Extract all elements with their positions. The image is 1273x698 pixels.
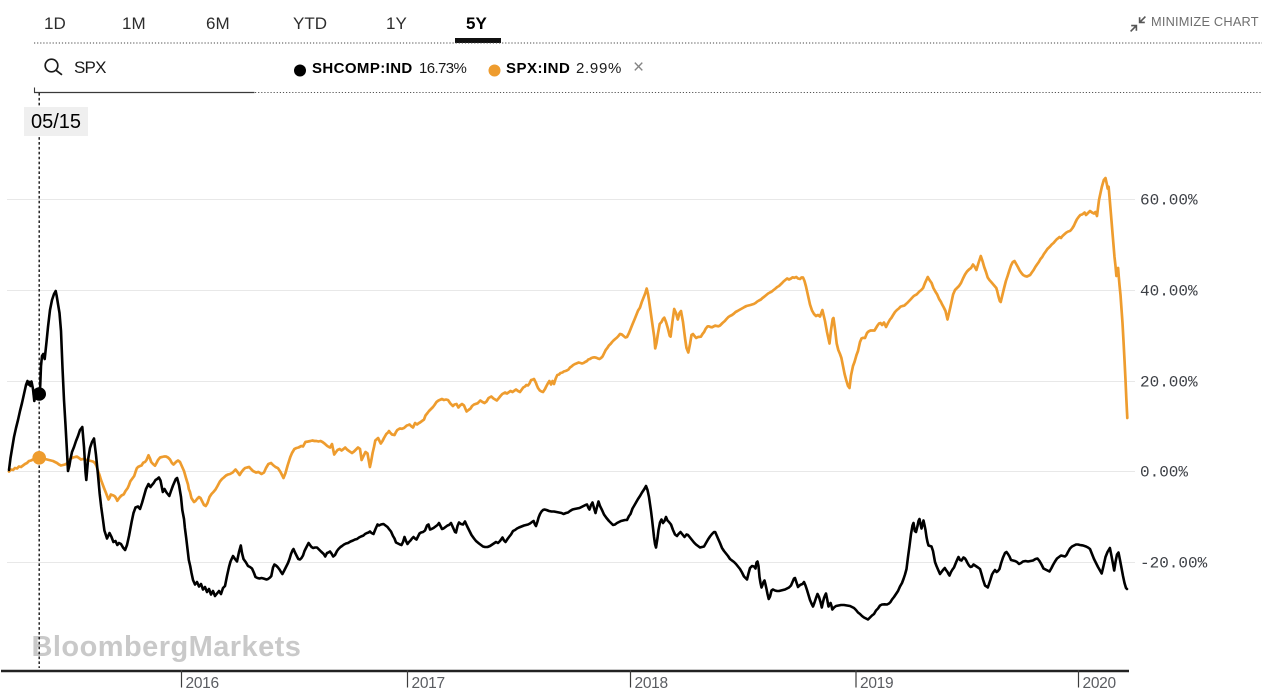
svg-text:20.00%: 20.00%: [1140, 374, 1198, 392]
svg-text:2017: 2017: [412, 675, 445, 692]
svg-text:2019: 2019: [860, 675, 893, 692]
svg-text:-20.00%: -20.00%: [1140, 555, 1208, 573]
svg-text:2020: 2020: [1083, 675, 1117, 692]
svg-text:2016: 2016: [186, 675, 219, 692]
svg-text:0.00%: 0.00%: [1140, 464, 1188, 482]
svg-text:40.00%: 40.00%: [1140, 283, 1198, 301]
svg-text:60.00%: 60.00%: [1140, 192, 1198, 210]
svg-text:2018: 2018: [635, 675, 668, 692]
svg-text:BloombergMarkets: BloombergMarkets: [32, 631, 302, 663]
